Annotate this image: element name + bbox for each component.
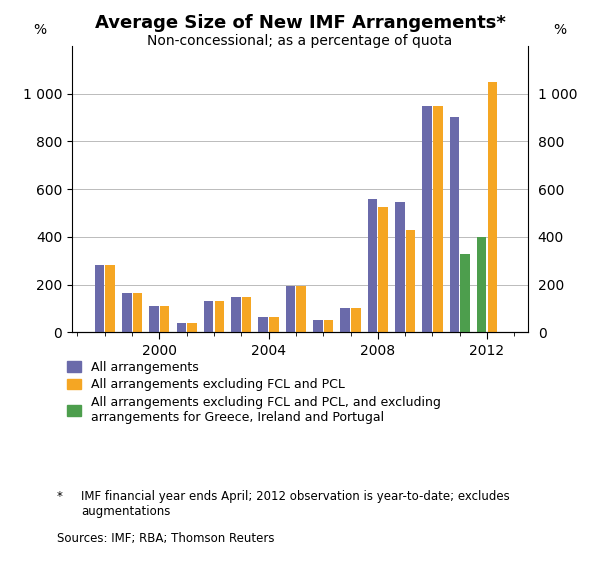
Bar [351, 308, 361, 332]
Bar [122, 293, 131, 332]
Text: Average Size of New IMF Arrangements*: Average Size of New IMF Arrangements* [95, 14, 505, 32]
Text: *: * [57, 490, 63, 503]
Bar [204, 301, 214, 332]
Text: Sources: IMF; RBA; Thomson Reuters: Sources: IMF; RBA; Thomson Reuters [57, 532, 275, 545]
Bar [149, 306, 159, 332]
Bar [324, 320, 334, 332]
Bar [395, 202, 404, 332]
Bar [406, 230, 415, 332]
Bar [215, 301, 224, 332]
Legend: All arrangements, All arrangements excluding FCL and PCL, All arrangements exclu: All arrangements, All arrangements exclu… [67, 361, 441, 424]
Bar [340, 308, 350, 332]
Bar [231, 297, 241, 332]
Text: Non-concessional; as a percentage of quota: Non-concessional; as a percentage of quo… [148, 34, 452, 48]
Text: %: % [553, 23, 566, 37]
Bar [133, 293, 142, 332]
Bar [488, 81, 497, 332]
Bar [95, 265, 104, 332]
Bar [296, 286, 306, 332]
Bar [187, 323, 197, 332]
Bar [460, 253, 470, 332]
Text: %: % [33, 23, 46, 37]
Bar [160, 306, 169, 332]
Bar [422, 105, 432, 332]
Text: IMF financial year ends April; 2012 observation is year-to-date; excludes
augmen: IMF financial year ends April; 2012 obse… [81, 490, 510, 518]
Bar [433, 105, 443, 332]
Bar [313, 320, 323, 332]
Bar [477, 237, 487, 332]
Bar [368, 199, 377, 332]
Bar [379, 207, 388, 332]
Bar [176, 323, 186, 332]
Bar [259, 317, 268, 332]
Bar [269, 317, 279, 332]
Bar [106, 265, 115, 332]
Bar [449, 117, 459, 332]
Bar [242, 297, 251, 332]
Bar [286, 286, 295, 332]
